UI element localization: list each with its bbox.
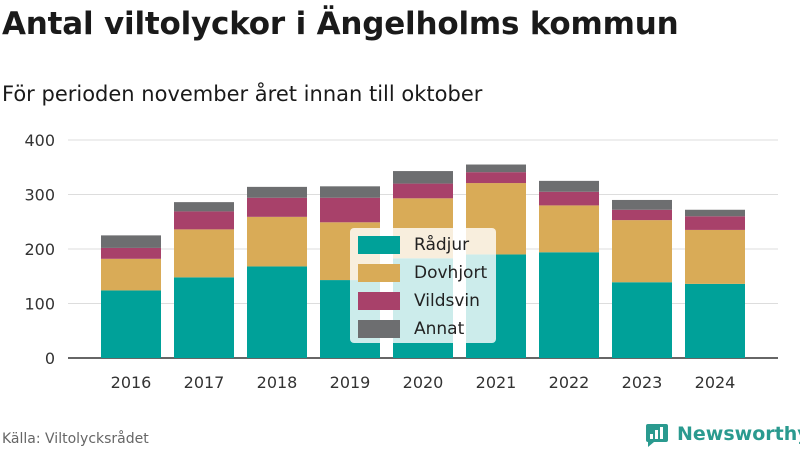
bar-segment-vildsvin-2022 [539,191,599,206]
legend-swatch [358,236,400,254]
legend-item-vildsvin: Vildsvin [358,291,480,311]
chart-title: Antal viltolyckor i Ängelholms kommun [2,6,679,42]
bar-segment-dovhjort-2023 [612,220,672,283]
legend-swatch [358,264,400,282]
x-tick-label: 2017 [184,373,225,392]
legend-swatch [358,320,400,338]
legend-item-dovhjort: Dovhjort [358,263,487,283]
bar-segment-vildsvin-2017 [174,211,234,230]
y-tick-label: 0 [45,349,55,368]
bar-segment-annat-2016 [101,235,161,248]
legend-label: Rådjur [414,235,470,255]
y-tick-label: 200 [24,240,55,259]
x-tick-label: 2019 [330,373,371,392]
bar-segment-dovhjort-2022 [539,205,599,253]
bar-segment-annat-2021 [466,164,526,173]
x-tick-label: 2022 [549,373,590,392]
x-tick-label: 2024 [695,373,736,392]
bar-segment-rådjur-2023 [612,282,672,358]
bar-segment-vildsvin-2021 [466,172,526,184]
x-tick-label: 2020 [403,373,444,392]
chart-subtitle: För perioden november året innan till ok… [2,82,483,106]
bar-segment-annat-2022 [539,180,599,192]
x-axis-ticks: 2016 2017 2018 2019 2020 2021 2022 2023 2024 [111,373,736,392]
bar-segment-vildsvin-2016 [101,247,161,259]
legend-label: Annat [414,319,465,339]
bar-segment-rådjur-2016 [101,290,161,358]
y-tick-label: 400 [24,131,55,150]
bar-segment-vildsvin-2024 [685,216,745,230]
bar-segment-rådjur-2017 [174,277,234,358]
bar-segment-rådjur-2022 [539,252,599,358]
x-tick-label: 2021 [476,373,517,392]
bar-segment-dovhjort-2017 [174,229,234,278]
bar-segment-vildsvin-2023 [612,209,672,221]
bar-segment-vildsvin-2018 [247,197,307,217]
legend-label: Vildsvin [414,291,480,311]
legend-label: Dovhjort [414,263,488,283]
chart-legend: Rådjur Dovhjort Vildsvin Annat [350,228,496,343]
bar-segment-annat-2017 [174,202,234,212]
bar-segment-annat-2023 [612,199,672,210]
y-axis-ticks: 0 100 200 300 400 [24,131,55,368]
legend-item-rådjur: Rådjur [358,235,469,255]
newsworthy-logo-icon [646,424,668,447]
bar-segment-vildsvin-2020 [393,183,453,199]
source-note: Källa: Viltolycksrådet [2,431,149,447]
bar-segment-rådjur-2018 [247,266,307,358]
x-tick-label: 2016 [111,373,152,392]
x-tick-label: 2018 [257,373,298,392]
bar-segment-dovhjort-2024 [685,229,745,284]
brand-logo: Newsworthy [644,420,800,448]
bar-segment-vildsvin-2019 [320,197,380,223]
brand-name: Newsworthy [677,423,800,445]
bar-segment-annat-2018 [247,186,307,198]
bar-segment-dovhjort-2018 [247,216,307,267]
bar-segment-annat-2020 [393,171,453,184]
x-tick-label: 2023 [622,373,663,392]
bar-segment-rådjur-2024 [685,283,745,358]
bar-segment-dovhjort-2016 [101,258,161,291]
bar-segment-annat-2019 [320,186,380,198]
bar-segment-annat-2024 [685,209,745,217]
y-tick-label: 300 [24,186,55,205]
legend-item-annat: Annat [358,319,464,339]
legend-swatch [358,292,400,310]
y-tick-label: 100 [24,295,55,314]
